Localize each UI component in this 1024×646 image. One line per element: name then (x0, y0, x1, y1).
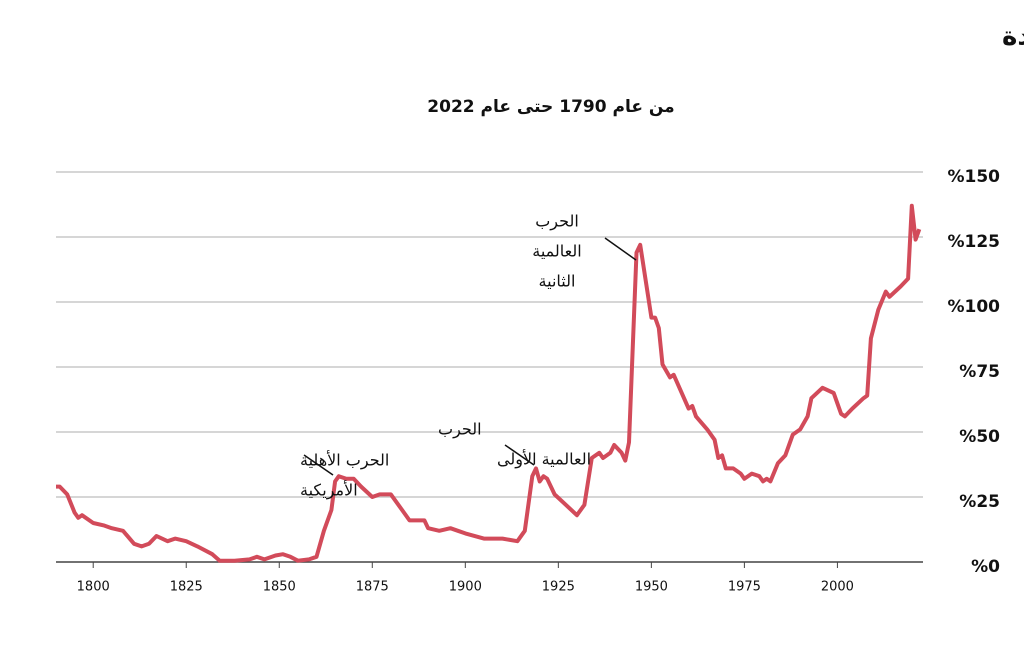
x-tick-label: 1825 (170, 580, 203, 595)
data-line (56, 203, 922, 563)
annotation-leader (303, 454, 334, 476)
x-tick-label: 2000 (821, 580, 854, 595)
annotation: العالمية (532, 242, 581, 261)
chart-subtitle: من عام 1790 حتى عام 2022 (427, 97, 674, 117)
y-tick-label: %125 (947, 232, 1000, 252)
x-tick-label: 1925 (542, 580, 575, 595)
x-tick-label: 1800 (77, 580, 110, 595)
x-tick-label: 1875 (356, 580, 389, 595)
annotation: الحرب (535, 212, 579, 232)
y-tick-label: %100 (947, 297, 1000, 317)
x-tick-label: 1850 (263, 580, 296, 595)
y-tick-label: %75 (959, 362, 1000, 382)
annotation: العالمية الأولى (497, 449, 591, 470)
chart-title: نسبة الدين الحكومي الأمريكي إلى الناتج ا… (1002, 20, 1024, 52)
y-tick-label: %150 (947, 167, 1000, 187)
x-tick-label: 1950 (635, 580, 668, 595)
annotation: الحرب الأهلية (300, 450, 389, 471)
annotation: الحرب (438, 420, 482, 440)
y-tick-label: %50 (959, 427, 1000, 447)
annotation: الثانية (539, 272, 576, 291)
x-tick-label: 1900 (449, 580, 482, 595)
annotation: الأمريكية (300, 480, 358, 501)
y-tick-label: %0 (971, 557, 1000, 577)
annotation-leader (604, 237, 637, 261)
y-tick-label: %25 (959, 492, 1000, 512)
annotation-leader (504, 444, 535, 466)
x-tick-label: 1975 (728, 580, 761, 595)
